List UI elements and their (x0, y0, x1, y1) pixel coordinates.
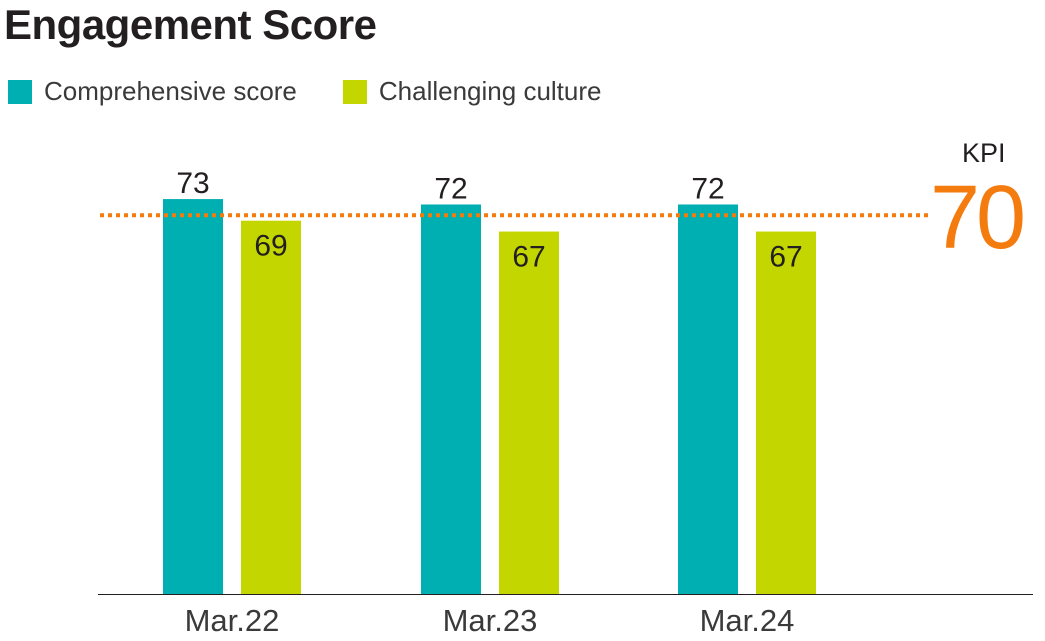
data-label-challenging-culture-mar-23: 67 (512, 241, 545, 274)
x-tick-label-mar-23: Mar.23 (443, 603, 538, 638)
data-label-challenging-culture-mar-24: 67 (769, 241, 802, 274)
data-label-comprehensive-score-mar-24: 72 (691, 172, 724, 205)
labels-group: 73 69 Mar.22 72 67 Mar.23 72 67 Mar.24 (176, 167, 802, 638)
legend-item-comprehensive-score: Comprehensive score (8, 76, 297, 107)
data-label-comprehensive-score-mar-22: 73 (176, 167, 209, 200)
bar-challenging-culture-mar-22 (241, 220, 301, 594)
x-tick-label-mar-22: Mar.22 (185, 603, 280, 638)
data-label-comprehensive-score-mar-23: 72 (434, 172, 467, 205)
chart-title: Engagement Score (4, 1, 377, 48)
kpi-value: 70 (930, 168, 1026, 268)
bar-challenging-culture-mar-24 (756, 231, 816, 594)
bars-group (163, 199, 816, 595)
legend-swatch-comprehensive-score (8, 79, 32, 104)
bar-comprehensive-score-mar-22 (163, 199, 223, 594)
legend-item-challenging-culture: Challenging culture (342, 76, 602, 107)
kpi-label: KPI (962, 138, 1006, 168)
legend: Comprehensive score Challenging culture (8, 76, 647, 107)
bar-comprehensive-score-mar-23 (421, 204, 481, 595)
x-tick-label-mar-24: Mar.24 (700, 603, 795, 638)
legend-swatch-challenging-culture (342, 79, 367, 104)
bar-comprehensive-score-mar-24 (678, 204, 738, 595)
data-label-challenging-culture-mar-22: 69 (254, 230, 287, 263)
bar-challenging-culture-mar-23 (499, 231, 559, 594)
legend-label-comprehensive-score: Comprehensive score (44, 76, 297, 106)
legend-label-challenging-culture: Challenging culture (378, 76, 602, 106)
